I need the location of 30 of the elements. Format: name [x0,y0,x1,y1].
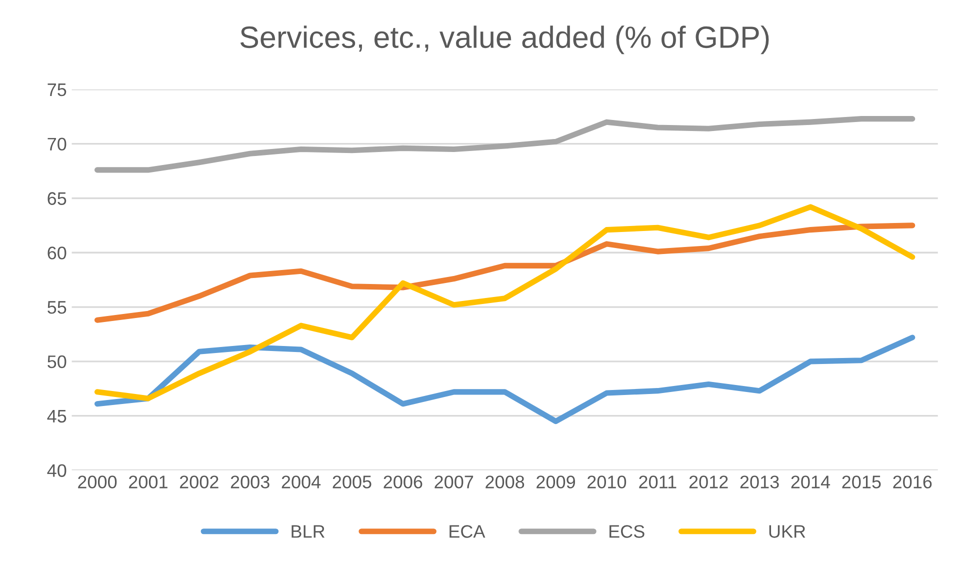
legend-label: UKR [769,525,806,538]
legend-label: BLR [292,525,325,538]
y-tick-label: 50 [48,355,66,368]
x-tick-label: 2004 [282,476,321,488]
x-tick-label: 2006 [384,476,422,488]
x-tick-label: 2005 [332,476,372,488]
x-tick-label: 2011 [639,476,676,488]
x-tick-label: 2002 [180,476,218,488]
x-tick-label: 2000 [78,476,117,488]
x-tick-label: 2010 [588,476,626,488]
x-tick-label: 2001 [129,476,168,488]
x-tick-label: 2016 [893,476,932,488]
y-tick-label: 65 [48,192,66,205]
chart-title: Services, etc., value added (% of GDP) [240,26,769,54]
y-tick-label: 60 [48,246,66,260]
x-tick-label: 2012 [689,476,728,488]
legend-label: ECS [610,525,644,538]
legend-label: ECA [450,525,486,538]
y-tick-label: 45 [47,410,66,423]
x-tick-label: 2014 [791,476,830,488]
y-tick-label: 55 [48,301,66,314]
x-tick-label: 2007 [434,476,474,488]
x-tick-label: 2009 [536,476,575,488]
x-tick-label: 2015 [842,476,881,488]
y-tick-label: 40 [47,464,66,477]
x-tick-label: 2003 [230,476,270,488]
x-tick-label: 2008 [486,476,524,488]
y-tick-label: 70 [48,138,66,151]
y-tick-label: 75 [48,84,66,96]
x-tick-label: 2013 [740,476,779,488]
